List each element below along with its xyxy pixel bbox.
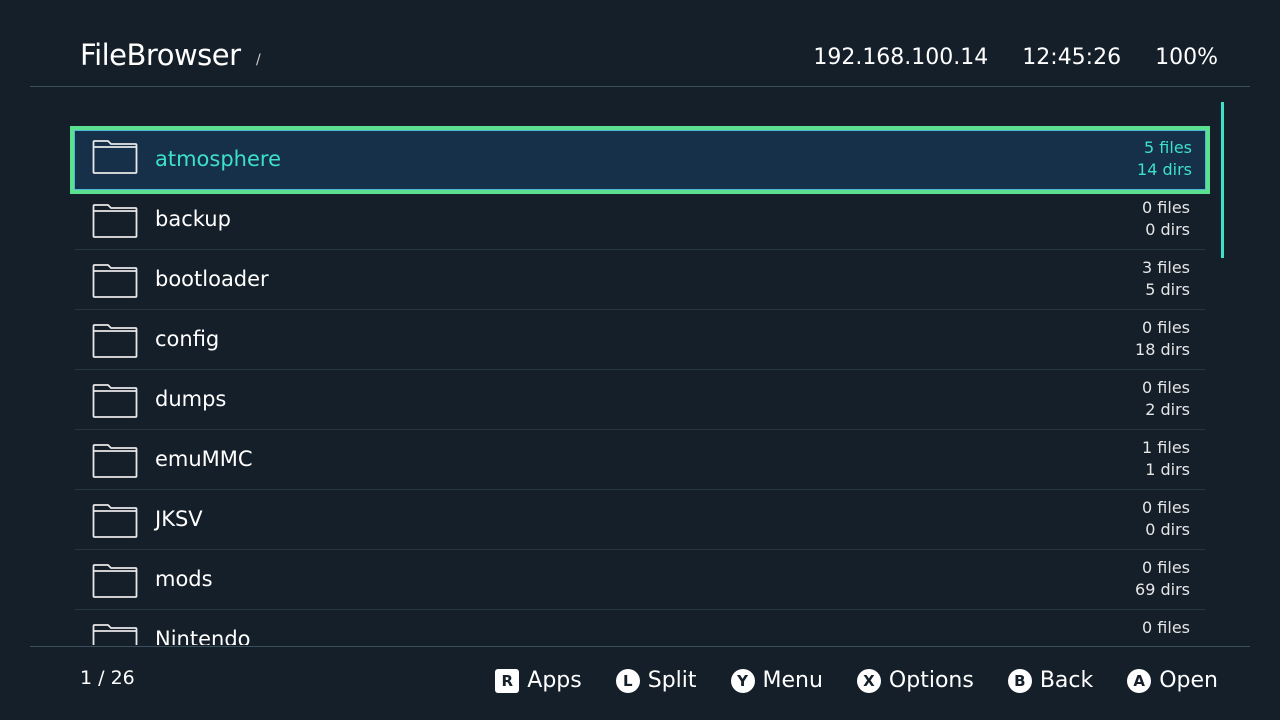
entry-counts: 1 files 1 dirs xyxy=(1142,437,1190,481)
entry-counts: 0 files xyxy=(1142,617,1190,639)
page-indicator: 1 / 26 xyxy=(80,667,135,689)
file-count: 0 files xyxy=(1142,318,1190,337)
hint-label: Split xyxy=(647,668,697,693)
folder-icon xyxy=(92,384,138,418)
current-path: / xyxy=(256,52,261,68)
entry-name: Nintendo xyxy=(155,627,251,645)
hint-label: Menu xyxy=(762,668,823,693)
file-count: 0 files xyxy=(1142,498,1190,517)
file-list-item[interactable]: config 0 files 18 dirs xyxy=(75,310,1205,370)
button-b-icon: B xyxy=(1007,668,1032,693)
file-list-item[interactable]: bootloader 3 files 5 dirs xyxy=(75,250,1205,310)
clock: 12:45:26 xyxy=(1022,45,1122,70)
entry-counts: 0 files 69 dirs xyxy=(1135,557,1190,601)
file-count: 0 files xyxy=(1142,378,1190,397)
entry-counts: 0 files 18 dirs xyxy=(1135,317,1190,361)
file-count: 3 files xyxy=(1142,258,1190,277)
folder-icon xyxy=(92,504,138,538)
file-count: 0 files xyxy=(1142,558,1190,577)
button-hints: R Apps L Split Y Menu X Options B Back A Open xyxy=(495,668,1218,693)
hint-apps[interactable]: R Apps xyxy=(495,668,582,693)
entry-counts: 0 files 2 dirs xyxy=(1142,377,1190,421)
entry-counts: 3 files 5 dirs xyxy=(1142,257,1190,301)
hint-split[interactable]: L Split xyxy=(615,668,697,693)
status-bar: 192.168.100.14 12:45:26 100% xyxy=(813,45,1218,70)
file-list-item[interactable]: atmosphere 5 files 14 dirs xyxy=(70,126,1210,194)
battery: 100% xyxy=(1155,45,1218,70)
button-l-icon: L xyxy=(615,668,640,693)
folder-icon xyxy=(92,204,138,238)
header-divider xyxy=(30,86,1250,87)
scrollbar[interactable] xyxy=(1221,102,1224,258)
file-list: atmosphere 5 files 14 dirs backup 0 files… xyxy=(70,126,1210,645)
file-count: 0 files xyxy=(1142,618,1190,637)
dir-count: 18 dirs xyxy=(1135,340,1190,359)
dir-count: 2 dirs xyxy=(1145,400,1190,419)
button-y-icon: Y xyxy=(730,668,755,693)
entry-name: bootloader xyxy=(155,267,269,291)
entry-name: emuMMC xyxy=(155,447,253,471)
file-count: 0 files xyxy=(1142,198,1190,217)
entry-name: dumps xyxy=(155,387,227,411)
entry-name: JKSV xyxy=(155,507,203,531)
entry-counts: 0 files 0 dirs xyxy=(1142,497,1190,541)
entry-counts: 0 files 0 dirs xyxy=(1142,197,1190,241)
entry-name: mods xyxy=(155,567,213,591)
dir-count: 1 dirs xyxy=(1145,460,1190,479)
folder-icon xyxy=(92,140,138,174)
hint-label: Open xyxy=(1159,668,1218,693)
folder-icon xyxy=(92,624,138,645)
hint-label: Back xyxy=(1039,668,1094,693)
file-list-item[interactable]: backup 0 files 0 dirs xyxy=(75,190,1205,250)
entry-counts: 5 files 14 dirs xyxy=(1137,137,1192,181)
app-title: FileBrowser xyxy=(80,38,241,72)
hint-options[interactable]: X Options xyxy=(856,668,974,693)
dir-count: 69 dirs xyxy=(1135,580,1190,599)
hint-label: Options xyxy=(888,668,974,693)
button-x-icon: X xyxy=(856,668,881,693)
file-list-item[interactable]: dumps 0 files 2 dirs xyxy=(75,370,1205,430)
dir-count: 0 dirs xyxy=(1145,220,1190,239)
dir-count: 5 dirs xyxy=(1145,280,1190,299)
button-r-icon: R xyxy=(495,668,520,693)
hint-label: Apps xyxy=(527,668,582,693)
file-count: 1 files xyxy=(1142,438,1190,457)
hint-open[interactable]: A Open xyxy=(1127,668,1218,693)
file-list-item[interactable]: JKSV 0 files 0 dirs xyxy=(75,490,1205,550)
button-a-icon: A xyxy=(1127,668,1152,693)
file-list-item[interactable]: emuMMC 1 files 1 dirs xyxy=(75,430,1205,490)
entry-name: config xyxy=(155,327,220,351)
folder-icon xyxy=(92,564,138,598)
hint-menu[interactable]: Y Menu xyxy=(730,668,823,693)
entry-name: atmosphere xyxy=(155,147,281,171)
folder-icon xyxy=(92,444,138,478)
dir-count: 14 dirs xyxy=(1137,160,1192,179)
file-list-item[interactable]: Nintendo 0 files xyxy=(75,610,1205,645)
file-count: 5 files xyxy=(1144,138,1192,157)
footer-divider xyxy=(30,646,1250,647)
dir-count: 0 dirs xyxy=(1145,520,1190,539)
file-list-item[interactable]: mods 0 files 69 dirs xyxy=(75,550,1205,610)
ip-address: 192.168.100.14 xyxy=(813,45,989,70)
folder-icon xyxy=(92,264,138,298)
folder-icon xyxy=(92,324,138,358)
hint-back[interactable]: B Back xyxy=(1007,668,1094,693)
entry-name: backup xyxy=(155,207,231,231)
